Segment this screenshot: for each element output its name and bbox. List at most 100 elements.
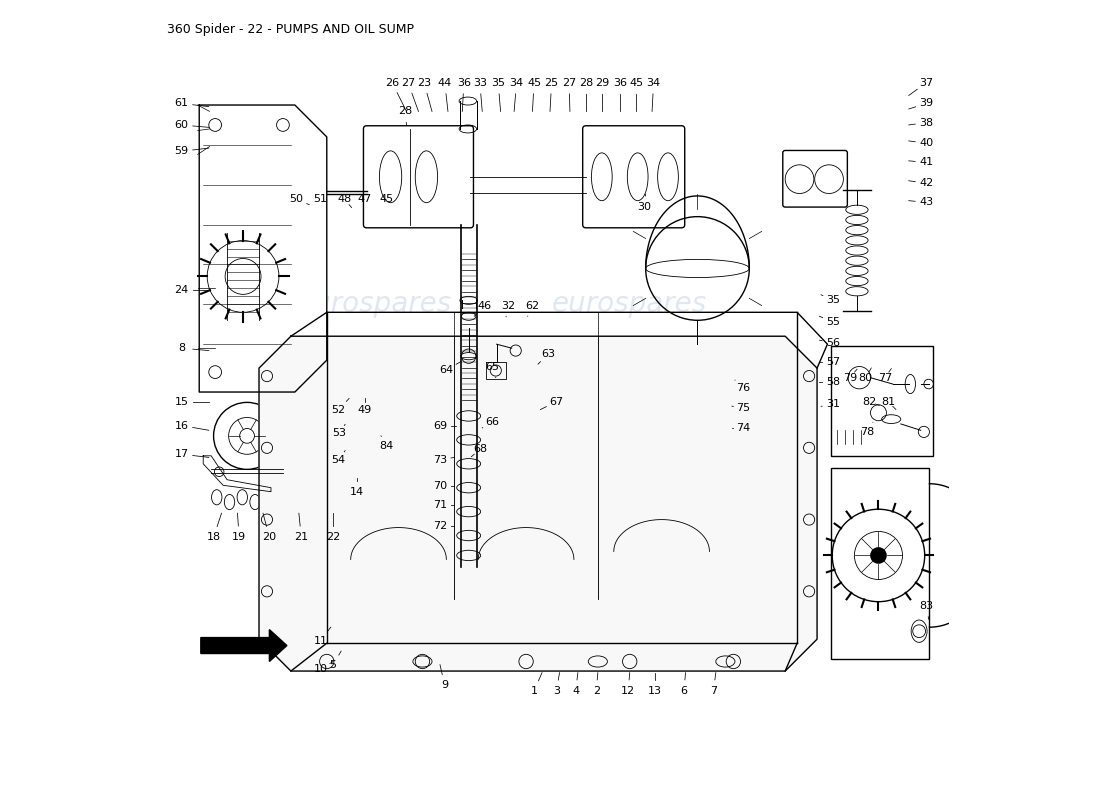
Text: 1: 1 xyxy=(530,686,538,696)
Text: 10: 10 xyxy=(314,665,328,674)
Text: 27: 27 xyxy=(402,78,415,88)
Bar xyxy=(832,346,934,456)
Text: 75: 75 xyxy=(736,403,750,413)
Text: 2: 2 xyxy=(593,686,600,696)
Text: 43: 43 xyxy=(920,198,934,207)
Text: 13: 13 xyxy=(648,686,662,696)
Text: 3: 3 xyxy=(553,686,560,696)
Text: 33: 33 xyxy=(473,78,487,88)
Text: 39: 39 xyxy=(920,98,934,109)
Text: 71: 71 xyxy=(433,500,447,510)
Text: 61: 61 xyxy=(175,98,189,109)
Polygon shape xyxy=(258,336,817,671)
Bar xyxy=(832,468,930,659)
Text: 73: 73 xyxy=(433,454,447,465)
Text: 15: 15 xyxy=(175,397,189,406)
Text: eurospares: eurospares xyxy=(552,290,707,318)
Text: 55: 55 xyxy=(826,317,840,327)
Text: 56: 56 xyxy=(826,338,840,347)
Text: eurospares: eurospares xyxy=(297,290,452,318)
Text: 45: 45 xyxy=(379,194,394,204)
Text: 14: 14 xyxy=(350,486,364,497)
Text: 78: 78 xyxy=(860,427,875,437)
Text: 46: 46 xyxy=(477,301,492,311)
Text: 48: 48 xyxy=(338,194,351,204)
Text: 57: 57 xyxy=(826,357,840,366)
Text: 30: 30 xyxy=(637,202,651,212)
Text: 8: 8 xyxy=(178,343,185,353)
Text: 84: 84 xyxy=(379,442,394,451)
Text: 28: 28 xyxy=(398,106,412,117)
Text: 28: 28 xyxy=(579,78,593,88)
Text: 22: 22 xyxy=(326,532,340,542)
Text: 52: 52 xyxy=(332,405,345,414)
Text: 53: 53 xyxy=(332,429,345,438)
Text: 32: 32 xyxy=(502,301,516,311)
Text: 58: 58 xyxy=(826,378,840,387)
Text: 21: 21 xyxy=(294,532,308,542)
Text: 18: 18 xyxy=(207,532,221,542)
Text: 27: 27 xyxy=(562,78,576,88)
Text: 51: 51 xyxy=(314,194,328,204)
Text: 360 Spider - 22 - PUMPS AND OIL SUMP: 360 Spider - 22 - PUMPS AND OIL SUMP xyxy=(167,22,415,36)
Text: 70: 70 xyxy=(433,481,447,491)
Text: 17: 17 xyxy=(175,450,189,459)
Text: 45: 45 xyxy=(527,78,541,88)
Text: 37: 37 xyxy=(920,78,934,88)
Text: 36: 36 xyxy=(613,78,627,88)
Text: 74: 74 xyxy=(736,423,750,433)
Text: 60: 60 xyxy=(175,120,189,130)
Text: 20: 20 xyxy=(262,532,276,542)
Text: 24: 24 xyxy=(175,285,189,295)
Text: 82: 82 xyxy=(861,397,876,406)
Text: 79: 79 xyxy=(843,373,857,382)
Polygon shape xyxy=(199,105,327,392)
Text: 83: 83 xyxy=(920,601,934,610)
Text: 40: 40 xyxy=(920,138,934,148)
Text: 50: 50 xyxy=(289,194,304,204)
Text: 31: 31 xyxy=(826,399,840,409)
Text: 45: 45 xyxy=(629,78,644,88)
Text: 34: 34 xyxy=(509,78,524,88)
Text: 64: 64 xyxy=(439,365,453,374)
Text: 68: 68 xyxy=(473,445,487,454)
Text: 80: 80 xyxy=(859,373,872,382)
Text: 25: 25 xyxy=(544,78,559,88)
Text: 44: 44 xyxy=(438,78,452,88)
Text: 29: 29 xyxy=(595,78,609,88)
Text: 49: 49 xyxy=(358,405,372,414)
Text: 76: 76 xyxy=(736,383,750,393)
Text: 26: 26 xyxy=(385,78,399,88)
Text: 54: 54 xyxy=(332,454,345,465)
Text: 19: 19 xyxy=(232,532,246,542)
Text: 12: 12 xyxy=(621,686,635,696)
Text: 66: 66 xyxy=(485,418,499,427)
Circle shape xyxy=(870,547,887,564)
Text: 63: 63 xyxy=(541,349,556,358)
Text: 9: 9 xyxy=(441,681,449,690)
Text: 47: 47 xyxy=(358,194,372,204)
Text: 72: 72 xyxy=(433,521,447,531)
Text: 81: 81 xyxy=(881,397,895,406)
Text: 77: 77 xyxy=(878,373,892,382)
Text: 67: 67 xyxy=(549,397,563,406)
Text: 34: 34 xyxy=(647,78,661,88)
Text: 65: 65 xyxy=(485,362,499,371)
Text: 69: 69 xyxy=(433,421,447,430)
Text: 41: 41 xyxy=(920,158,934,167)
Text: 35: 35 xyxy=(826,295,840,306)
Text: 7: 7 xyxy=(710,686,717,696)
Text: 11: 11 xyxy=(314,636,328,646)
Text: 4: 4 xyxy=(572,686,579,696)
Text: 36: 36 xyxy=(456,78,471,88)
Text: 35: 35 xyxy=(492,78,505,88)
Text: 62: 62 xyxy=(526,301,539,311)
Text: 5: 5 xyxy=(330,660,337,670)
Text: 42: 42 xyxy=(920,178,934,188)
Text: 59: 59 xyxy=(175,146,189,156)
Text: 38: 38 xyxy=(920,118,934,127)
Text: 16: 16 xyxy=(175,421,189,430)
Text: 23: 23 xyxy=(417,78,431,88)
Text: 6: 6 xyxy=(681,686,688,696)
Polygon shape xyxy=(201,630,287,662)
